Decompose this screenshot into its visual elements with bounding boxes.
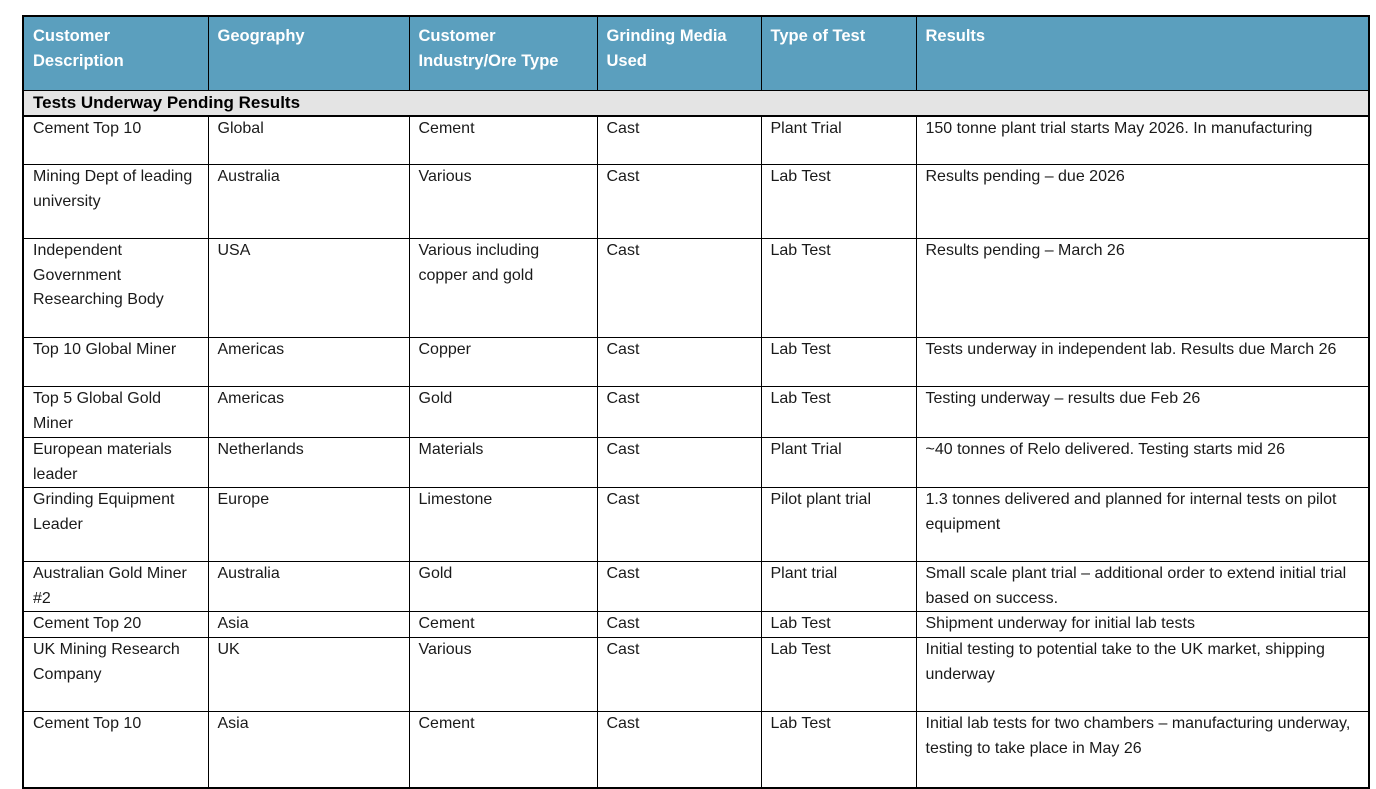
column-header-customer-industry-ore-type: Customer Industry/Ore Type <box>408 15 598 91</box>
table-row: Cement Top 10 Asia Cement Cast Lab Test Initi… <box>22 710 1370 789</box>
table-row: Independent Government Researching Body U… <box>22 238 1370 338</box>
table-cell: Cast <box>596 710 762 789</box>
table-cell: Cement Top 10 <box>22 710 209 789</box>
table-cell: Cement <box>408 115 598 165</box>
table-cell: Tests underway in independent lab. Resul… <box>915 337 1370 387</box>
table-cell: Mining Dept of leading university <box>22 164 209 239</box>
table-body: Tests Underway Pending Results Cement To… <box>22 89 1370 789</box>
table-cell: Results pending – due 2026 <box>915 164 1370 239</box>
table-cell: Europe <box>207 487 410 563</box>
table-row: Top 10 Global Miner Americas Copper Cast Lab… <box>22 337 1370 387</box>
table-cell: Copper <box>408 337 598 387</box>
table-cell: Americas <box>207 386 410 438</box>
table-cell: Lab Test <box>760 636 917 712</box>
table-cell: 1.3 tonnes delivered and planned for int… <box>915 487 1370 563</box>
table-cell: Cement <box>408 710 598 789</box>
table-row: European materials leader Netherlands Mate… <box>22 436 1370 489</box>
table-cell: USA <box>207 238 410 338</box>
table-cell: Lab Test <box>760 238 917 338</box>
table-cell: Cast <box>596 386 762 438</box>
table-cell: Asia <box>207 710 410 789</box>
table-cell: Gold <box>408 561 598 613</box>
table-cell: Independent Government Researching Body <box>22 238 209 338</box>
table-cell: Netherlands <box>207 436 410 489</box>
table-cell: Australia <box>207 561 410 613</box>
table-row: Australian Gold Miner #2 Australia Gold Cas… <box>22 561 1370 613</box>
table-cell: Cement Top 10 <box>22 115 209 165</box>
table-cell: Global <box>207 115 410 165</box>
table-cell: Limestone <box>408 487 598 563</box>
section-header-row: Tests Underway Pending Results <box>22 89 1370 117</box>
section-header-label: Tests Underway Pending Results <box>22 89 1370 117</box>
column-header-geography: Geography <box>207 15 410 91</box>
table-cell: Cast <box>596 164 762 239</box>
table-cell: Cast <box>596 436 762 489</box>
table-cell: Results pending – March 26 <box>915 238 1370 338</box>
table-cell: Pilot plant trial <box>760 487 917 563</box>
table-cell: Cast <box>596 487 762 563</box>
table-cell: Cast <box>596 561 762 613</box>
column-header-grinding-media-used: Grinding Media Used <box>596 15 762 91</box>
table-cell: Lab Test <box>760 386 917 438</box>
table-cell: Australian Gold Miner #2 <box>22 561 209 613</box>
table-cell: Cast <box>596 115 762 165</box>
table-cell: Shipment underway for initial lab tests <box>915 611 1370 638</box>
table-cell: Initial testing to potential take to the… <box>915 636 1370 712</box>
table-cell: Lab Test <box>760 710 917 789</box>
table-cell: European materials leader <box>22 436 209 489</box>
table-cell: Gold <box>408 386 598 438</box>
table-row: Cement Top 20 Asia Cement Cast Lab Test Shipm… <box>22 611 1370 638</box>
table-cell: Plant Trial <box>760 115 917 165</box>
table-cell: Various <box>408 636 598 712</box>
table-cell: 150 tonne plant trial starts May 2026. I… <box>915 115 1370 165</box>
table-cell: Cast <box>596 611 762 638</box>
table-cell: Plant Trial <box>760 436 917 489</box>
table-cell: UK Mining Research Company <box>22 636 209 712</box>
table-cell: Plant trial <box>760 561 917 613</box>
table-cell: UK <box>207 636 410 712</box>
table-cell: Lab Test <box>760 611 917 638</box>
table-row: Mining Dept of leading university Austral… <box>22 164 1370 239</box>
table-row: Cement Top 10 Global Cement Cast Plant Trial… <box>22 115 1370 165</box>
table-cell: Testing underway – results due Feb 26 <box>915 386 1370 438</box>
table-cell: Top 10 Global Miner <box>22 337 209 387</box>
table-cell: Cast <box>596 337 762 387</box>
column-header-customer-description: Customer Description <box>22 15 209 91</box>
table-cell: Americas <box>207 337 410 387</box>
table-cell: Cast <box>596 636 762 712</box>
table-cell: Initial lab tests for two chambers – man… <box>915 710 1370 789</box>
column-header-type-of-test: Type of Test <box>760 15 917 91</box>
table-cell: Small scale plant trial – additional ord… <box>915 561 1370 613</box>
table-row: Top 5 Global Gold Miner Americas Gold Cast L… <box>22 386 1370 438</box>
table-cell: Lab Test <box>760 337 917 387</box>
table-cell: ~40 tonnes of Relo delivered. Testing st… <box>915 436 1370 489</box>
table-cell: Materials <box>408 436 598 489</box>
table-cell: Cement Top 20 <box>22 611 209 638</box>
table-cell: Asia <box>207 611 410 638</box>
table-cell: Lab Test <box>760 164 917 239</box>
table-cell: Cast <box>596 238 762 338</box>
table-row: Grinding Equipment Leader Europe Limestone… <box>22 487 1370 563</box>
table-cell: Top 5 Global Gold Miner <box>22 386 209 438</box>
column-header-results: Results <box>915 15 1370 91</box>
table-cell: Various including copper and gold <box>408 238 598 338</box>
table-header-row: Customer Description Geography Customer In… <box>22 15 1370 91</box>
table-row: UK Mining Research Company UK Various Cast L… <box>22 636 1370 712</box>
table-cell: Cement <box>408 611 598 638</box>
table-cell: Australia <box>207 164 410 239</box>
table-cell: Grinding Equipment Leader <box>22 487 209 563</box>
customer-tests-table: Customer Description Geography Customer In… <box>22 15 1370 789</box>
table-cell: Various <box>408 164 598 239</box>
